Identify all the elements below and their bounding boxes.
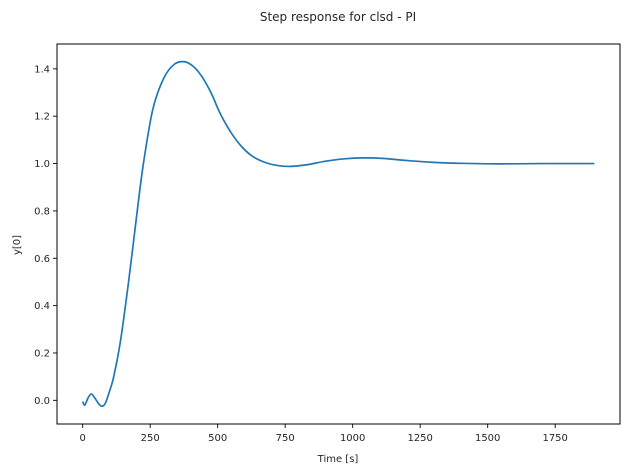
y-tick-label: 1.2 <box>34 112 50 123</box>
x-tick-label: 750 <box>276 433 295 444</box>
x-tick-label: 1750 <box>542 433 567 444</box>
y-tick-label: 1.4 <box>34 64 50 75</box>
x-tick-label: 1000 <box>340 433 365 444</box>
y-tick-label: 0.0 <box>34 396 50 407</box>
x-axis-ticks: 0 250 500 750 1000 1250 1500 1750 <box>79 424 568 444</box>
x-axis-label: Time [s] <box>317 454 359 465</box>
x-tick-label: 1500 <box>475 433 500 444</box>
x-tick-label: 1250 <box>407 433 432 444</box>
x-tick-label: 250 <box>141 433 160 444</box>
y-tick-label: 0.8 <box>34 206 50 217</box>
y-tick-label: 0.6 <box>34 254 50 265</box>
y-tick-label: 1.0 <box>34 159 50 170</box>
x-tick-label: 500 <box>208 433 227 444</box>
x-tick-label: 0 <box>79 433 85 444</box>
axes-frame <box>56 43 621 425</box>
chart-title: Step response for clsd - PI <box>260 10 416 24</box>
y-tick-label: 0.2 <box>34 348 50 359</box>
y-tick-label: 0.4 <box>34 301 50 312</box>
plot-area <box>81 60 595 408</box>
series-line <box>81 60 595 408</box>
y-axis-label: y[0] <box>12 235 23 255</box>
y-axis-ticks: 0.0 0.2 0.4 0.6 0.8 1.0 1.2 1.4 <box>34 64 57 407</box>
